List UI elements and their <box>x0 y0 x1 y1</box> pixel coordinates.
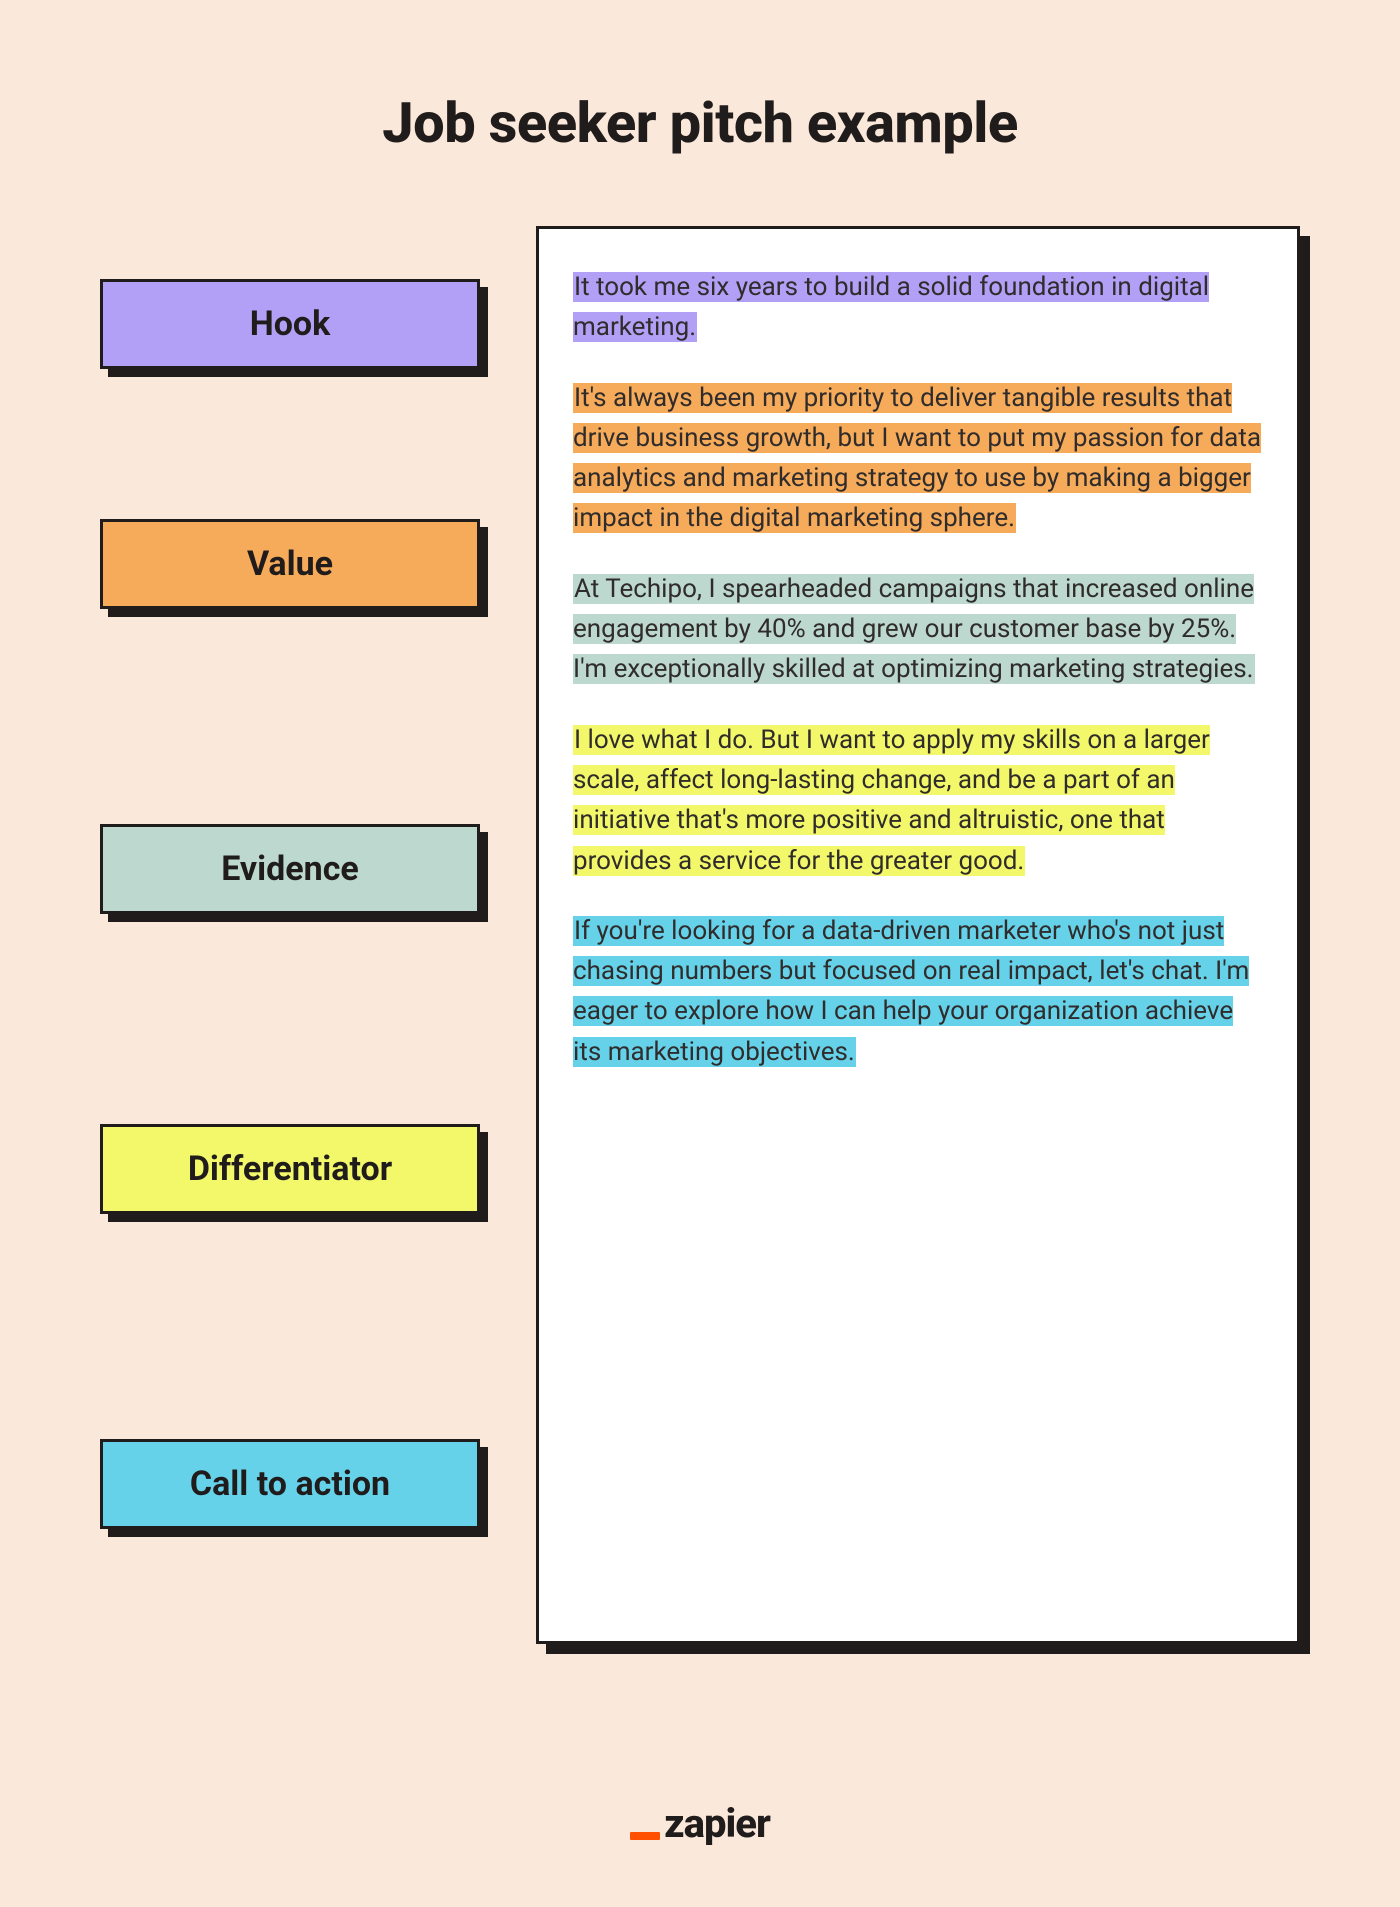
pitch-panel: It took me six years to build a solid fo… <box>536 226 1300 1644</box>
label-text: Value <box>247 544 333 584</box>
label-text: Hook <box>250 304 331 344</box>
zapier-logo: zapier <box>630 1800 770 1847</box>
pitch-paragraph-hook: It took me six years to build a solid fo… <box>573 267 1263 348</box>
pitch-text-cta: If you're looking for a data-driven mark… <box>573 916 1249 1067</box>
footer-logo: zapier <box>0 1800 1400 1847</box>
pitch-paragraph-evidence: At Techipo, I spearheaded campaigns that… <box>573 569 1263 690</box>
content-row: Hook Value Evidence Differentiator Call to a… <box>100 226 1300 1644</box>
pitch-text-value: It's always been my priority to deliver … <box>573 383 1261 534</box>
label-slot-evidence: Evidence <box>100 724 480 1014</box>
pitch-paragraph-cta: If you're looking for a data-driven mark… <box>573 911 1263 1072</box>
page-title: Job seeker pitch example <box>100 90 1300 156</box>
label-cta: Call to action <box>100 1439 480 1529</box>
label-slot-cta: Call to action <box>100 1324 480 1644</box>
pitch-text-hook: It took me six years to build a solid fo… <box>573 272 1209 342</box>
label-evidence: Evidence <box>100 824 480 914</box>
labels-column: Hook Value Evidence Differentiator Call to a… <box>100 226 480 1644</box>
pitch-text-differentiator: I love what I do. But I want to apply my… <box>573 725 1210 876</box>
pitch-paragraph-value: It's always been my priority to deliver … <box>573 378 1263 539</box>
pitch-text-evidence: At Techipo, I spearheaded campaigns that… <box>573 574 1255 685</box>
label-slot-hook: Hook <box>100 244 480 404</box>
logo-wordmark: zapier <box>664 1800 770 1847</box>
label-slot-value: Value <box>100 404 480 724</box>
label-hook: Hook <box>100 279 480 369</box>
label-text: Evidence <box>221 849 359 889</box>
label-text: Differentiator <box>188 1149 392 1189</box>
label-slot-differentiator: Differentiator <box>100 1014 480 1324</box>
pitch-paragraph-differentiator: I love what I do. But I want to apply my… <box>573 720 1263 881</box>
label-text: Call to action <box>190 1464 390 1504</box>
label-value: Value <box>100 519 480 609</box>
logo-accent-bar <box>630 1832 660 1840</box>
label-differentiator: Differentiator <box>100 1124 480 1214</box>
